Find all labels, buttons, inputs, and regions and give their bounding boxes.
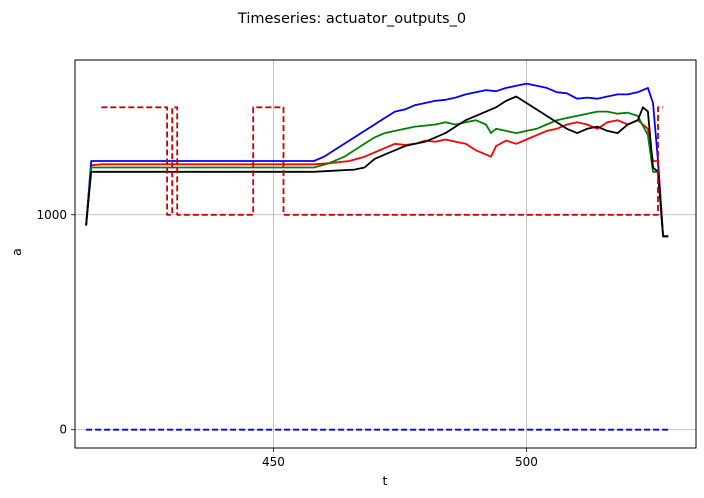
chart-title: Timeseries: actuator_outputs_0 <box>237 11 466 27</box>
series-line-1 <box>85 82 669 238</box>
plot-frame <box>74 59 697 449</box>
ticks: 450 500 0 1000 <box>36 208 537 469</box>
series-line-3 <box>85 95 669 238</box>
series-line-4 <box>101 106 664 216</box>
y-axis-label: a <box>9 248 24 256</box>
y-tick-label: 1000 <box>36 208 67 222</box>
x-tick-label: 500 <box>515 455 538 469</box>
series-line-2 <box>85 110 669 238</box>
x-tick-label: 450 <box>262 455 285 469</box>
series-group <box>85 82 669 431</box>
x-axis-label: t <box>383 473 388 488</box>
series-line-0 <box>85 119 669 238</box>
y-tick-label: 0 <box>59 423 67 437</box>
